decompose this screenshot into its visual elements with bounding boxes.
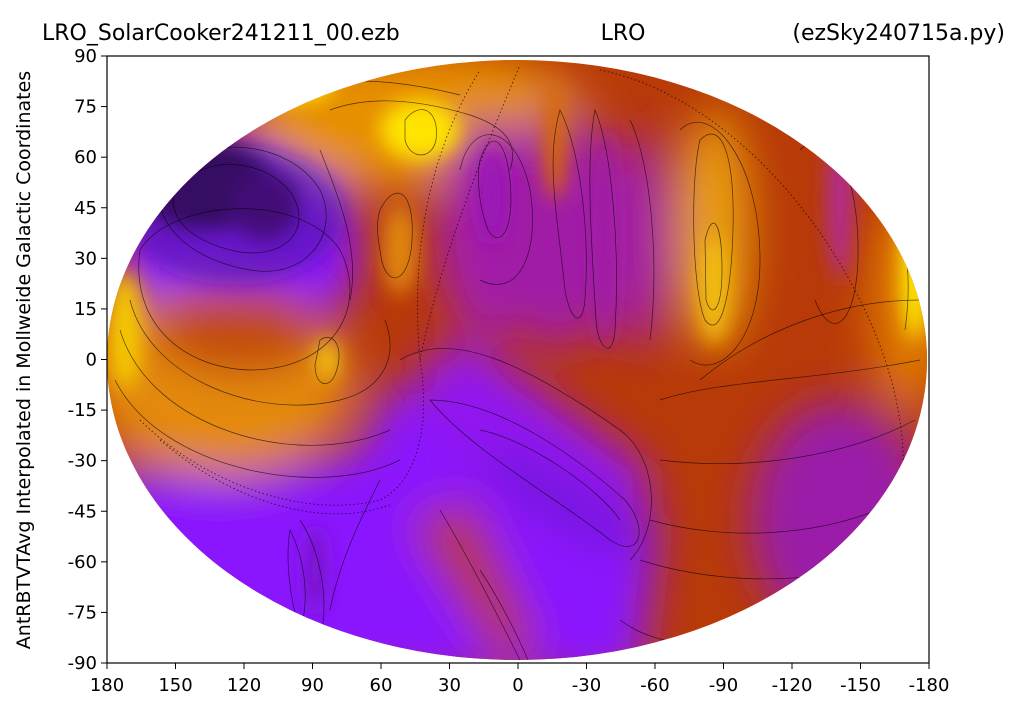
thread-orange-b	[382, 205, 418, 295]
x-axis-ticks: 180 150 120 90 60 30 0 -30 -60 -90 -120 -150 -180	[90, 663, 950, 696]
contour-line	[404, 109, 437, 156]
y-tick-label: 75	[74, 97, 97, 118]
contour-line	[399, 348, 652, 561]
contour-line	[119, 329, 391, 446]
x-tick-label: 180	[90, 675, 124, 696]
contour-line	[329, 100, 513, 171]
contour-line	[314, 337, 340, 385]
contour-line	[659, 359, 921, 401]
contour-line	[679, 122, 761, 366]
spot-yellow-minus90	[700, 235, 728, 345]
contour-line	[329, 479, 381, 611]
y-tick-label: -75	[68, 602, 97, 623]
region-purple-southeast	[750, 400, 927, 640]
contour-line	[439, 509, 521, 660]
region-purple-right	[605, 130, 675, 350]
spot-yellow-left	[107, 270, 143, 390]
heatmap-body	[107, 60, 927, 660]
x-tick-label: 30	[438, 675, 461, 696]
x-tick-label: -150	[840, 675, 881, 696]
x-tick-label: -90	[709, 675, 738, 696]
region-darkviolet	[125, 145, 345, 285]
spot-yellow-topleft	[245, 67, 335, 103]
contour-line	[138, 208, 351, 371]
lobe-purple-b	[593, 130, 617, 350]
y-tick-label: -60	[68, 552, 97, 573]
y-tick-label: -15	[68, 400, 97, 421]
contour-line	[479, 429, 621, 521]
contour-line	[704, 222, 723, 311]
contour-line	[659, 419, 916, 464]
contour-line	[319, 149, 353, 301]
thread-orange-a	[543, 80, 567, 200]
contour-line	[629, 119, 655, 341]
contour-line	[129, 299, 391, 406]
x-tick-label: 90	[301, 675, 324, 696]
y-tick-label: -30	[68, 451, 97, 472]
contour-line	[429, 399, 640, 547]
x-tick-label: -30	[572, 675, 601, 696]
contour-line	[693, 133, 734, 326]
contour-line	[459, 134, 533, 285]
thread-purple-south	[303, 525, 327, 615]
lobe-purple-c	[828, 120, 852, 280]
chart-title-left: LRO_SolarCooker241211_00.ezb	[42, 21, 400, 46]
chart-title-center: LRO	[601, 21, 646, 46]
x-tick-label: 150	[158, 675, 192, 696]
contour-line	[173, 164, 300, 254]
x-tick-label: -180	[909, 675, 950, 696]
y-tick-label: -45	[68, 501, 97, 522]
contour-line	[589, 108, 617, 349]
contour-line	[552, 109, 587, 319]
region-brown-finger	[410, 500, 540, 660]
y-tick-label: 45	[74, 198, 97, 219]
spot-yellow-90	[315, 340, 339, 380]
y-tick-label: 90	[74, 46, 97, 67]
dotted-tracks	[139, 64, 905, 521]
y-tick-label: 60	[74, 147, 97, 168]
y-axis-label: AntRBTVTAvg Interpolated in Mollweide Ga…	[13, 71, 35, 649]
contour-line	[478, 140, 512, 238]
y-tick-label: 15	[74, 299, 97, 320]
x-tick-label: 60	[370, 675, 393, 696]
y-tick-label: -90	[68, 653, 97, 674]
contour-line	[699, 299, 921, 381]
dotted-track	[159, 439, 391, 515]
contour-line	[479, 569, 531, 660]
x-tick-label: 0	[512, 675, 523, 696]
region-violet-streak	[478, 447, 642, 553]
x-tick-label: 120	[227, 675, 261, 696]
contour-line	[377, 192, 413, 279]
contour-line	[158, 146, 327, 272]
spot-yellow-east	[901, 200, 927, 340]
chart-title-right: (ezSky240715a.py)	[792, 21, 1005, 46]
y-tick-label: 30	[74, 248, 97, 269]
y-tick-label: 0	[86, 350, 97, 371]
y-axis-ticks: 90 75 60 45 30 15 0 -15 -30 -45 -60 -75 -90	[68, 46, 107, 674]
contour-line	[114, 379, 401, 478]
x-tick-label: -60	[640, 675, 669, 696]
x-tick-label: -120	[772, 675, 813, 696]
spot-yellow-north	[380, 100, 460, 160]
region-redbrown-core	[150, 285, 330, 375]
contour-line	[649, 499, 901, 534]
contour-lines	[114, 80, 921, 660]
